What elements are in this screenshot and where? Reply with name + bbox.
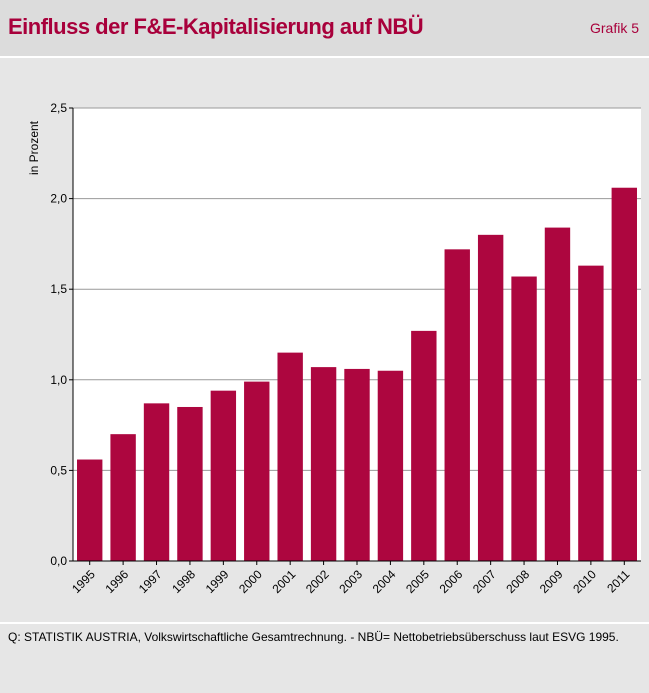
y-tick-label: 1,5 <box>50 282 67 296</box>
x-tick-label: 2009 <box>537 567 566 596</box>
source-note: Q: STATISTIK AUSTRIA, Volkswirtschaftlic… <box>8 630 619 644</box>
x-tick-label: 1997 <box>136 567 165 596</box>
x-tick-label: 2006 <box>437 567 466 596</box>
bar <box>244 381 270 561</box>
bar <box>210 390 237 561</box>
bar <box>544 227 571 562</box>
x-tick-label: 2004 <box>370 567 399 596</box>
chart-number: Grafik 5 <box>589 20 639 36</box>
x-tick-label: 2001 <box>270 567 299 596</box>
x-tick-label: 2008 <box>503 567 532 596</box>
bar <box>110 434 136 561</box>
x-tick-label: 2011 <box>604 567 632 595</box>
x-tick-label: 2007 <box>470 567 499 596</box>
bar <box>310 367 337 561</box>
bar <box>511 276 537 561</box>
bar <box>477 234 504 561</box>
x-tick-label: 1998 <box>169 567 198 596</box>
chart-title: Einfluss der F&E-Kapitalisierung auf NBÜ <box>8 14 424 39</box>
x-tick-label: 2003 <box>336 567 365 596</box>
bar <box>444 249 470 561</box>
x-tick-label: 2002 <box>303 567 332 596</box>
bar <box>611 187 637 561</box>
y-tick-label: 1,0 <box>50 373 67 387</box>
bar <box>277 352 303 561</box>
y-tick-label: 0,0 <box>50 554 67 568</box>
bar <box>143 403 170 561</box>
y-tick-label: 2,0 <box>50 192 67 206</box>
bar <box>344 368 370 561</box>
y-tick-label: 0,5 <box>50 463 67 477</box>
x-tick-label: 1996 <box>102 567 131 596</box>
bar <box>578 265 604 561</box>
y-tick-label: 2,5 <box>50 101 67 115</box>
x-tick-label: 2005 <box>403 567 432 596</box>
header: Einfluss der F&E-Kapitalisierung auf NBÜ… <box>0 0 649 58</box>
x-tick-label: 1999 <box>203 567 232 596</box>
x-tick-label: 2000 <box>236 567 265 596</box>
bar <box>77 459 103 561</box>
y-axis-label: in Prozent <box>27 120 41 175</box>
x-tick-label: 2010 <box>570 567 599 596</box>
bar <box>411 330 437 561</box>
x-tick-label: 1995 <box>69 567 98 596</box>
bar <box>377 370 404 561</box>
bar <box>177 406 203 561</box>
footer: Q: STATISTIK AUSTRIA, Volkswirtschaftlic… <box>0 622 649 693</box>
